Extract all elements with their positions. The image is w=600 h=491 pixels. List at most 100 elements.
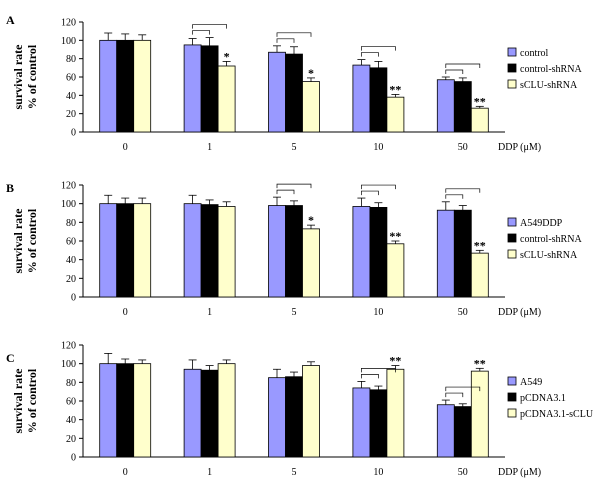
x-tick-label: 1 [207,142,212,153]
y-tick-label: 80 [66,54,76,65]
y-tick-label: 60 [66,237,76,248]
bar-control-shrna [369,67,388,133]
bar-control-shrna [200,204,219,298]
y-tick-label: 100 [61,359,76,370]
bar-a549ddp [183,203,202,298]
bar-a549 [352,387,371,458]
bar-control-shrna [285,53,303,133]
bar-a549 [183,368,202,458]
y-tick-label: 40 [66,255,76,266]
y-tick-label: 20 [66,434,76,445]
significance-marker: ** [389,82,401,96]
significance-marker: * [308,213,314,227]
bar-a549ddp [352,206,371,298]
bar-pcdna3-1 [200,369,219,458]
y-tick-label: 0 [71,453,76,464]
y-tick-label: 80 [66,218,76,229]
y-tick-label: 100 [61,36,76,47]
bar-a549ddp [99,203,118,298]
bar-control [436,79,455,133]
bar-sclu-shrna [302,228,320,298]
x-tick-label: 5 [292,307,297,318]
bar-pcdna3-1-sclu [217,363,236,458]
y-axis-label: % of control [25,208,39,273]
significance-marker: ** [389,354,401,368]
x-tick-label: 0 [123,307,128,318]
significance-marker: * [224,49,230,63]
y-axis-label: % of control [25,44,39,109]
bar-pcdna3-1-sclu [470,370,489,458]
comparison-bracket [361,368,396,373]
legend-swatch [507,376,517,386]
legend-entry: sCLU-shRNA [520,80,578,91]
legend-entry: control [520,48,549,59]
legend-entry: A549DDP [520,218,563,229]
comparison-bracket [361,374,379,379]
comparison-bracket [361,184,396,190]
x-tick-label: 10 [373,142,383,153]
x-axis-label: DDP (μM) [498,467,541,478]
comparison-bracket [445,392,464,398]
legend-entry: pCDNA3.1 [520,393,566,404]
bar-a549ddp [268,205,286,298]
bar-sclu-shrna [470,107,489,133]
comparison-bracket [276,183,312,189]
bar-pcdna3-1 [369,389,388,458]
comparison-bracket [192,30,210,35]
x-tick-label: 50 [458,142,468,153]
legend-swatch [507,392,517,402]
bar-control-shrna [369,206,388,298]
bar-a549 [99,363,118,458]
y-tick-label: 20 [66,274,76,285]
legend-swatch [507,63,517,73]
x-tick-label: 1 [207,307,212,318]
y-axis-label: survival rate [11,208,25,274]
y-axis-label: survival rate [11,44,25,110]
y-tick-label: 60 [66,73,76,84]
legend-swatch [507,233,517,243]
comparison-bracket [276,32,312,37]
bar-control [99,39,118,133]
x-tick-label: 0 [123,142,128,153]
bar-sclu-shrna [133,39,152,133]
bar-control [183,44,202,133]
bar-control [268,51,286,133]
bar-control-shrna [116,203,135,298]
bar-a549 [436,404,455,458]
bar-sclu-shrna [386,96,405,133]
y-tick-label: 120 [61,341,76,352]
y-tick-label: 100 [61,199,76,210]
x-tick-label: 0 [123,467,128,478]
legend-entry: A549 [520,377,542,388]
comparison-bracket [361,190,379,196]
y-tick-label: 40 [66,415,76,426]
comparison-bracket [445,69,464,74]
bar-sclu-shrna [470,252,489,298]
bar-control-shrna [116,39,135,133]
significance-marker: ** [474,94,486,108]
bar-pcdna3-1 [453,406,472,458]
bar-pcdna3-1 [116,363,135,458]
x-tick-label: 1 [207,467,212,478]
bar-sclu-shrna [302,81,320,133]
legend-swatch [507,217,517,227]
significance-marker: ** [474,356,486,370]
y-axis-label: % of control [25,368,39,433]
comparison-bracket [445,386,481,392]
x-tick-label: 10 [373,467,383,478]
bar-pcdna3-1-sclu [386,368,405,458]
y-tick-label: 0 [71,293,76,304]
bar-control-shrna [285,205,303,298]
panel-label: B [6,181,14,195]
legend-swatch [507,408,517,418]
bar-sclu-shrna [386,243,405,298]
bar-a549ddp [436,209,455,298]
x-tick-label: 5 [292,467,297,478]
y-tick-label: 120 [61,18,76,29]
legend-swatch [507,79,517,89]
comparison-bracket [276,189,295,195]
bar-pcdna3-1-sclu [133,363,152,458]
legend-swatch [507,249,517,259]
y-tick-label: 0 [71,128,76,139]
